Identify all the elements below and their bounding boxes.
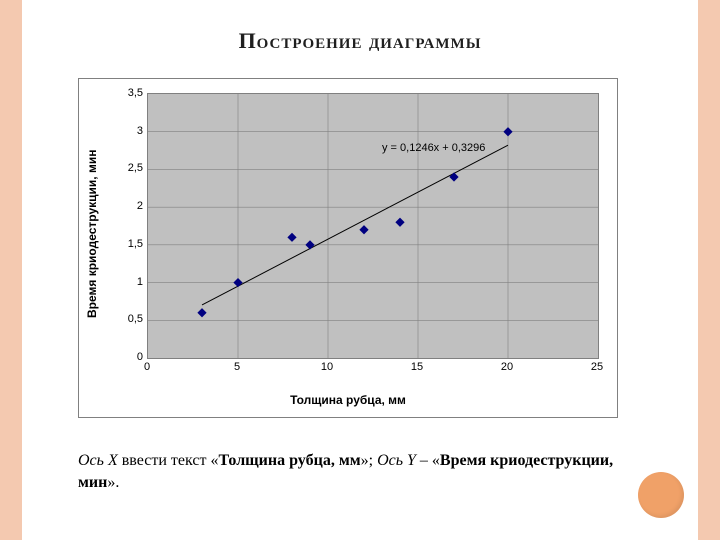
page-title: Построение диаграммы (0, 28, 720, 54)
y-tick: 3 (121, 125, 143, 137)
y-tick: 2,5 (121, 162, 143, 174)
y-tick: 2 (121, 200, 143, 212)
trendline-equation: y = 0,1246x + 0,3296 (382, 142, 485, 154)
caption-axis-x: Ось Х (78, 452, 118, 469)
x-tick: 0 (144, 361, 150, 373)
y-axis-label: Время криодеструкции, мин (85, 109, 99, 359)
right-stripe (698, 0, 720, 540)
x-tick: 5 (234, 361, 240, 373)
left-stripe (0, 0, 22, 540)
chart-svg (148, 94, 598, 358)
y-tick: 1 (121, 276, 143, 288)
caption-axis-y: Ось Y (377, 452, 416, 469)
chart-frame: Время криодеструкции, мин y = 0,1246x + … (78, 78, 618, 418)
x-tick: 25 (591, 361, 603, 373)
corner-circle-icon (638, 472, 684, 518)
y-tick: 0 (121, 351, 143, 363)
x-tick: 20 (501, 361, 513, 373)
caption-text: Ось Х ввести текст «Толщина рубца, мм»; … (78, 450, 642, 493)
x-axis-label: Толщина рубца, мм (79, 393, 617, 407)
x-tick: 10 (321, 361, 333, 373)
y-tick: 1,5 (121, 238, 143, 250)
x-tick: 15 (411, 361, 423, 373)
y-tick: 0,5 (121, 313, 143, 325)
plot-area: y = 0,1246x + 0,3296 (147, 93, 599, 359)
y-tick: 3,5 (121, 87, 143, 99)
caption-xlabel: Толщина рубца, мм (218, 452, 360, 469)
